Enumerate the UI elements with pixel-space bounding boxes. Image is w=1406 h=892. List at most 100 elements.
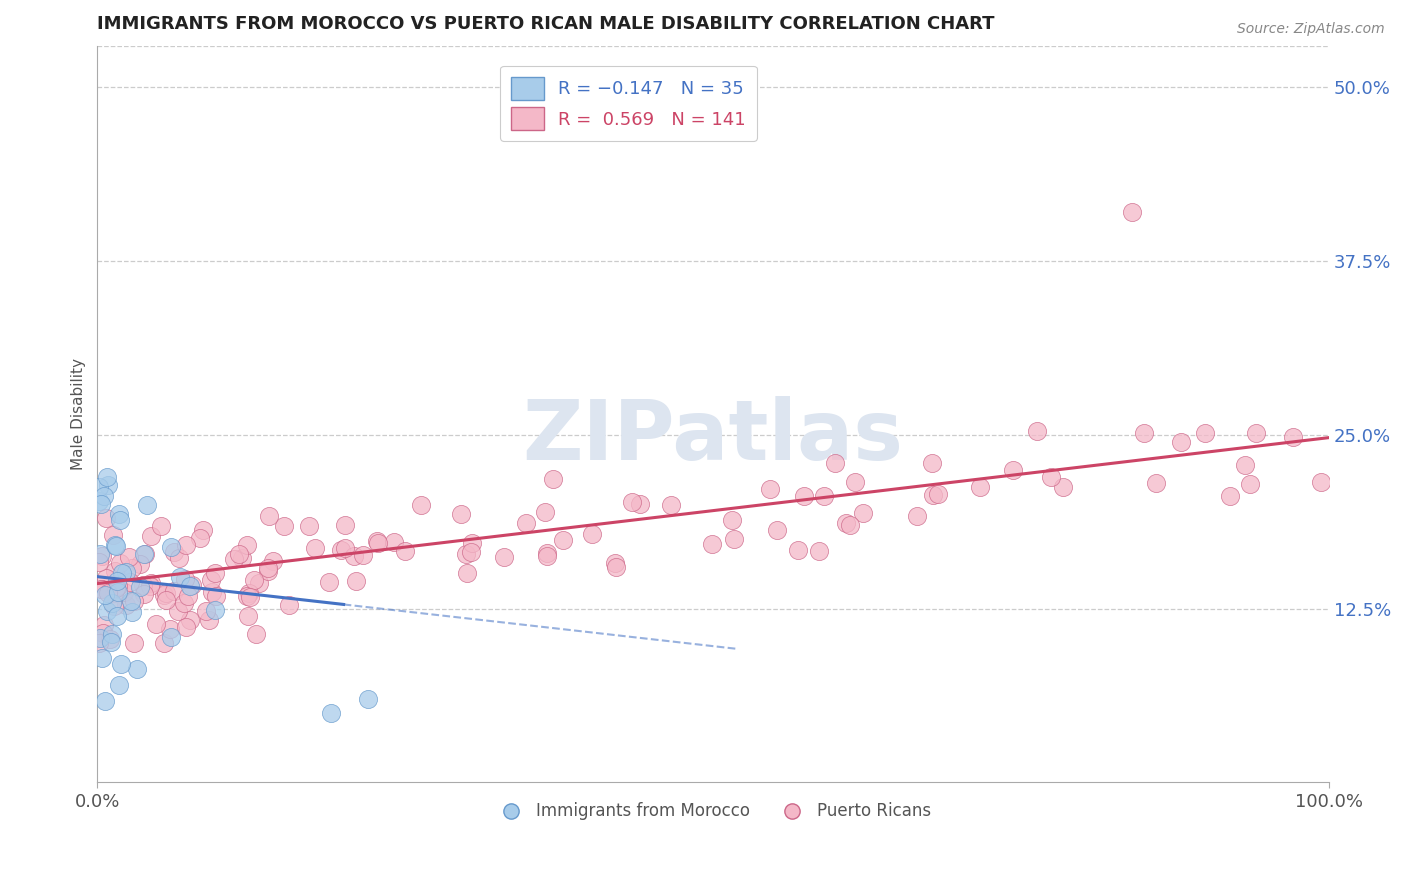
- Point: [1310, 475, 1333, 489]
- Point: [97, 586, 120, 600]
- Point: [1194, 425, 1216, 440]
- Point: [628, 497, 651, 511]
- Point: [343, 549, 366, 564]
- Point: [163, 545, 186, 559]
- Point: [808, 544, 831, 558]
- Point: [367, 536, 389, 550]
- Point: [89, 631, 111, 645]
- Point: [90, 582, 112, 597]
- Point: [236, 538, 259, 552]
- Point: [456, 548, 478, 562]
- Point: [160, 541, 183, 555]
- Point: [188, 532, 211, 546]
- Point: [136, 498, 159, 512]
- Point: [921, 456, 943, 470]
- Point: [89, 636, 111, 650]
- Point: [101, 528, 124, 542]
- Point: [155, 592, 177, 607]
- Point: [222, 552, 245, 566]
- Point: [160, 631, 183, 645]
- Point: [450, 507, 472, 521]
- Point: [238, 586, 260, 600]
- Point: [231, 550, 253, 565]
- Point: [409, 498, 432, 512]
- Point: [239, 591, 262, 605]
- Point: [105, 609, 128, 624]
- Point: [905, 509, 928, 524]
- Point: [93, 694, 115, 708]
- Point: [173, 596, 195, 610]
- Point: [245, 627, 267, 641]
- Point: [128, 557, 150, 571]
- Point: [551, 533, 574, 547]
- Point: [1133, 426, 1156, 441]
- Point: [181, 577, 204, 591]
- Point: [159, 622, 181, 636]
- Point: [96, 469, 118, 483]
- Point: [824, 456, 846, 470]
- Point: [98, 584, 121, 599]
- Point: [1040, 470, 1063, 484]
- Point: [104, 538, 127, 552]
- Point: [174, 620, 197, 634]
- Point: [169, 570, 191, 584]
- Point: [120, 593, 142, 607]
- Point: [162, 584, 184, 599]
- Point: [150, 518, 173, 533]
- Point: [839, 518, 862, 533]
- Point: [107, 585, 129, 599]
- Point: [141, 529, 163, 543]
- Point: [344, 574, 367, 588]
- Point: [114, 566, 136, 580]
- Point: [90, 651, 112, 665]
- Point: [541, 472, 564, 486]
- Point: [759, 482, 782, 496]
- Point: [366, 534, 388, 549]
- Legend: Immigrants from Morocco, Puerto Ricans: Immigrants from Morocco, Puerto Ricans: [488, 796, 938, 827]
- Point: [304, 541, 326, 556]
- Point: [167, 550, 190, 565]
- Point: [173, 572, 195, 586]
- Point: [191, 523, 214, 537]
- Point: [200, 585, 222, 599]
- Point: [456, 566, 478, 581]
- Point: [108, 513, 131, 527]
- Point: [927, 487, 949, 501]
- Point: [104, 581, 127, 595]
- Point: [256, 565, 278, 579]
- Point: [89, 555, 111, 569]
- Point: [94, 588, 117, 602]
- Point: [179, 579, 201, 593]
- Point: [1244, 425, 1267, 440]
- Point: [107, 678, 129, 692]
- Point: [721, 513, 744, 527]
- Point: [318, 574, 340, 589]
- Point: [581, 527, 603, 541]
- Point: [321, 706, 343, 720]
- Point: [813, 489, 835, 503]
- Point: [198, 613, 221, 627]
- Point: [98, 632, 121, 646]
- Point: [93, 489, 115, 503]
- Point: [236, 589, 259, 603]
- Point: [204, 566, 226, 581]
- Point: [100, 626, 122, 640]
- Point: [174, 538, 197, 552]
- Point: [969, 480, 991, 494]
- Point: [107, 508, 129, 522]
- Point: [93, 617, 115, 632]
- Point: [1025, 425, 1047, 439]
- Point: [1121, 205, 1143, 219]
- Point: [129, 580, 152, 594]
- Point: [460, 544, 482, 558]
- Point: [921, 488, 943, 502]
- Point: [152, 588, 174, 602]
- Point: [107, 579, 129, 593]
- Point: [329, 543, 352, 558]
- Point: [492, 550, 515, 565]
- Point: [1001, 463, 1024, 477]
- Point: [1239, 476, 1261, 491]
- Point: [90, 497, 112, 511]
- Point: [125, 662, 148, 676]
- Point: [200, 573, 222, 587]
